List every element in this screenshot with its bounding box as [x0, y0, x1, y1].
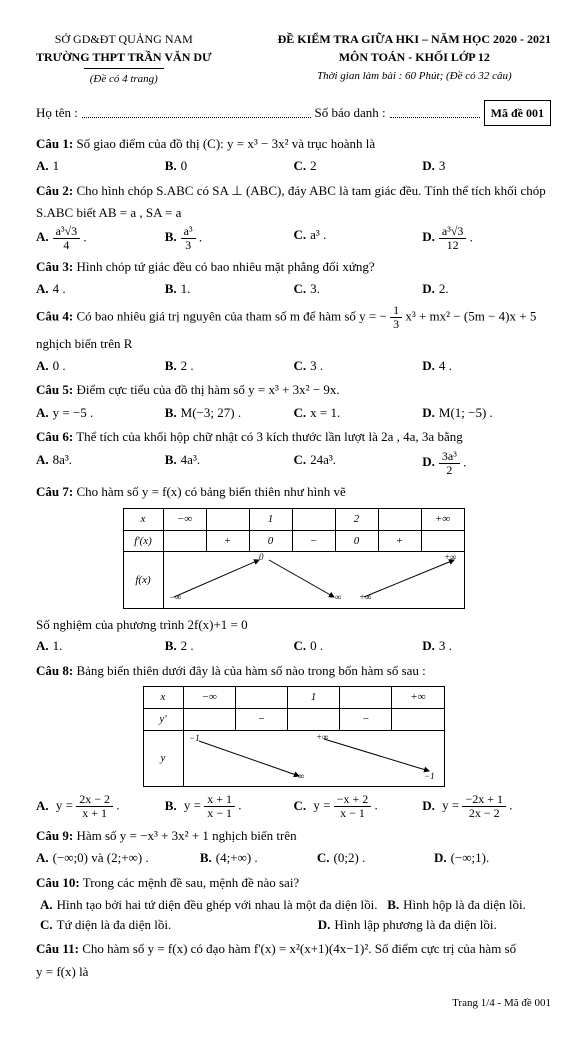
dept: SỞ GD&ĐT QUẢNG NAM [36, 30, 212, 48]
q1-options: A.1 B.0 C.2 D.3 [36, 156, 551, 176]
svg-text:+∞: +∞ [316, 732, 329, 742]
q2-text2: S.ABC biết AB = a , SA = a [36, 203, 551, 223]
question-2: Câu 2: Cho hình chóp S.ABC có SA ⊥ (ABC)… [36, 181, 551, 201]
q4-options: A.0 . B.2 . C.3 . D.4 . [36, 356, 551, 376]
svg-text:+∞: +∞ [359, 592, 372, 602]
q2-options: A.a³√34 . B.a³3 . C.a³ . D.a³√312 . [36, 225, 551, 252]
q5-options: A.y = −5 . B.M(−3; 27) . C.x = 1. D.M(1;… [36, 403, 551, 423]
q1-text: Số giao điểm của đồ thị (C): y = x³ − 3x… [76, 136, 375, 151]
question-7: Câu 7: Cho hàm số y = f(x) có bảng biến … [36, 482, 551, 502]
q7-arrows-icon: −∞ 0 −∞ +∞ +∞ [164, 552, 464, 602]
question-11: Câu 11: Cho hàm số y = f(x) có đạo hàm f… [36, 939, 551, 959]
school: TRƯỜNG THPT TRẦN VĂN DƯ [36, 48, 212, 66]
question-8: Câu 8: Bảng biến thiên dưới đây là của h… [36, 661, 551, 681]
page-count: (Đề có 4 trang) [36, 71, 212, 88]
q1-label: Câu 1: [36, 136, 73, 151]
header: SỞ GD&ĐT QUẢNG NAM TRƯỜNG THPT TRẦN VĂN … [36, 30, 551, 88]
subject: MÔN TOÁN - KHỐI LỚP 12 [278, 48, 551, 66]
question-1: Câu 1: Số giao điểm của đồ thị (C): y = … [36, 134, 551, 154]
header-left: SỞ GD&ĐT QUẢNG NAM TRƯỜNG THPT TRẦN VĂN … [36, 30, 212, 88]
exam-title: ĐỀ KIỂM TRA GIỮA HKI – NĂM HỌC 2020 - 20… [278, 30, 551, 48]
svg-text:0: 0 [259, 552, 264, 562]
q8-arrows-icon: −1 −∞ +∞ −1 [184, 731, 444, 781]
underline [84, 68, 164, 69]
name-field[interactable] [82, 108, 311, 118]
timing: Thời gian làm bài : 60 Phút; (Đề có 32 c… [278, 68, 551, 85]
q3-options: A.4 . B.1. C.3. D.2. [36, 279, 551, 299]
q9-options: A.(−∞;0) và (2;+∞) . B.(4;+∞) . C.(0;2) … [36, 848, 551, 868]
question-6: Câu 6: Thể tích của khối hộp chữ nhật có… [36, 427, 551, 447]
exam-code: Mã đề 001 [484, 100, 551, 126]
svg-text:−∞: −∞ [329, 592, 342, 602]
svg-text:+∞: +∞ [444, 552, 457, 562]
question-9: Câu 9: Hàm số y = −x³ + 3x² + 1 nghịch b… [36, 826, 551, 846]
q8-variation-table: x −∞ 1 +∞ y' − − y −1 −∞ +∞ −1 [143, 686, 445, 787]
svg-text:−∞: −∞ [169, 592, 182, 602]
svg-text:−1: −1 [424, 771, 435, 781]
q10-line1: A.Hình tạo bởi hai tứ diện đều ghép với … [40, 895, 551, 915]
svg-text:−∞: −∞ [292, 771, 305, 781]
question-3: Câu 3: Hình chóp tứ giác đều có bao nhiê… [36, 257, 551, 277]
q10-line2: C.Tứ diện là đa diện lồi. D.Hình lập phư… [40, 915, 551, 935]
question-4: Câu 4: Có bao nhiêu giá trị nguyên của t… [36, 304, 551, 331]
q7-text2: Số nghiệm của phương trình 2f(x)+1 = 0 [36, 615, 551, 635]
question-10: Câu 10: Trong các mệnh đề sau, mệnh đề n… [36, 873, 551, 893]
svg-text:−1: −1 [189, 733, 200, 743]
q6-options: A.8a³. B.4a³. C.24a³. D.3a³2 . [36, 450, 551, 477]
name-row: Họ tên : Số báo danh : Mã đề 001 [36, 100, 551, 126]
page-footer: Trang 1/4 - Mã đề 001 [36, 995, 551, 1012]
sbd-field[interactable] [390, 108, 480, 118]
name-label: Họ tên : [36, 103, 78, 123]
q7-options: A.1. B.2 . C.0 . D.3 . [36, 636, 551, 656]
q7-variation-table: x −∞ 1 2 +∞ f'(x) + 0 − 0 + f(x) −∞ 0 −∞ [123, 508, 465, 609]
header-right: ĐỀ KIỂM TRA GIỮA HKI – NĂM HỌC 2020 - 20… [278, 30, 551, 88]
q8-options: A. y = 2x − 2x + 1 . B. y = x + 1x − 1 .… [36, 793, 551, 820]
sbd-label: Số báo danh : [315, 103, 386, 123]
question-5: Câu 5: Điểm cực tiểu của đồ thị hàm số y… [36, 380, 551, 400]
